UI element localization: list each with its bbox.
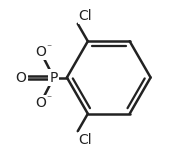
- Text: Cl: Cl: [79, 9, 92, 23]
- Text: O: O: [16, 71, 27, 84]
- Text: Cl: Cl: [79, 133, 92, 146]
- Text: ⁻: ⁻: [47, 43, 52, 53]
- Text: P: P: [50, 71, 58, 84]
- Text: ⁻: ⁻: [47, 94, 52, 104]
- Text: O: O: [35, 96, 46, 110]
- Text: O: O: [35, 45, 46, 59]
